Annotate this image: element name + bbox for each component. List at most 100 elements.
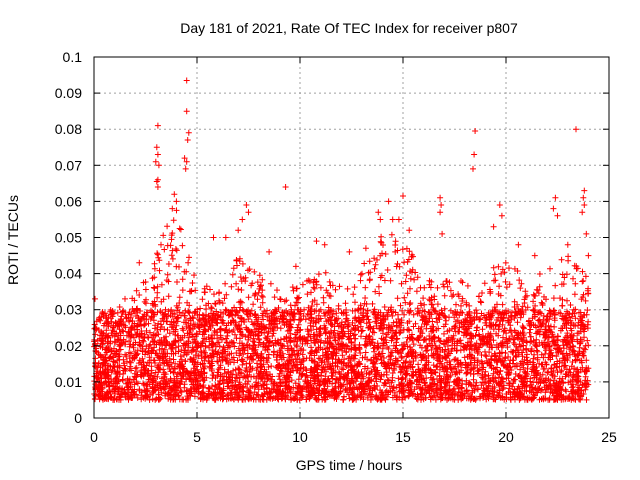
data-point xyxy=(375,343,382,350)
data-point xyxy=(498,374,505,381)
data-point xyxy=(534,348,541,355)
data-point xyxy=(357,271,364,278)
data-point xyxy=(164,223,171,230)
data-point xyxy=(530,355,537,362)
data-point xyxy=(369,329,376,335)
data-point xyxy=(240,308,247,314)
data-point xyxy=(217,325,224,332)
data-point xyxy=(147,329,153,336)
data-point xyxy=(229,271,236,278)
data-point xyxy=(362,349,369,356)
data-point xyxy=(275,373,282,380)
data-point xyxy=(571,291,578,298)
data-point xyxy=(533,343,540,349)
data-point xyxy=(446,279,453,286)
data-point xyxy=(230,367,237,374)
data-point xyxy=(478,299,485,306)
data-point xyxy=(265,351,272,358)
data-point xyxy=(359,270,365,277)
data-point xyxy=(584,307,591,314)
data-point xyxy=(160,296,167,303)
data-point xyxy=(248,356,255,363)
data-point xyxy=(444,359,451,366)
data-point xyxy=(527,384,533,390)
data-point xyxy=(206,338,213,345)
data-point xyxy=(582,297,589,304)
data-point xyxy=(427,297,434,304)
data-point xyxy=(421,284,428,291)
data-point xyxy=(378,233,385,240)
data-point xyxy=(305,334,311,340)
data-point xyxy=(232,331,238,338)
data-point xyxy=(219,356,226,363)
data-point xyxy=(371,265,378,272)
data-point xyxy=(294,367,301,373)
data-point xyxy=(372,288,379,295)
data-point xyxy=(405,393,412,400)
data-point xyxy=(169,230,176,237)
data-point xyxy=(151,260,158,267)
data-point xyxy=(584,337,591,344)
data-point xyxy=(253,367,260,374)
data-point xyxy=(186,254,192,261)
data-point xyxy=(215,358,222,365)
data-point xyxy=(495,263,502,270)
data-point xyxy=(558,256,565,263)
data-point xyxy=(479,326,486,333)
data-point xyxy=(355,306,362,312)
data-point xyxy=(570,275,576,282)
data-point xyxy=(236,255,243,262)
data-point xyxy=(435,325,442,332)
data-point xyxy=(458,278,464,284)
data-point xyxy=(258,282,264,289)
data-point xyxy=(479,290,485,296)
data-point xyxy=(415,361,422,368)
data-point xyxy=(332,286,339,293)
data-point xyxy=(572,280,579,287)
data-point xyxy=(191,361,198,368)
data-point xyxy=(168,252,175,259)
data-point xyxy=(299,281,306,288)
data-point xyxy=(118,321,125,328)
data-point xyxy=(450,291,457,298)
data-point xyxy=(144,349,151,356)
data-point xyxy=(473,327,480,334)
data-point xyxy=(547,265,553,272)
data-point xyxy=(217,364,223,371)
data-point xyxy=(506,281,513,288)
data-point xyxy=(297,317,304,324)
data-point xyxy=(165,293,172,300)
data-point xyxy=(170,356,177,363)
data-point xyxy=(426,315,433,322)
data-point xyxy=(421,301,428,308)
data-point xyxy=(208,305,215,312)
data-point xyxy=(179,242,186,249)
data-point xyxy=(185,259,192,266)
data-point xyxy=(163,380,170,387)
data-point xyxy=(577,309,584,316)
data-point xyxy=(254,360,260,367)
data-point xyxy=(404,290,411,297)
data-point xyxy=(361,260,368,267)
data-point xyxy=(237,386,244,393)
data-point xyxy=(175,343,182,350)
data-point xyxy=(388,231,395,238)
data-point xyxy=(362,284,369,291)
data-point xyxy=(133,287,140,294)
data-point xyxy=(156,267,163,274)
data-point xyxy=(518,280,525,287)
data-point xyxy=(126,338,133,344)
data-point xyxy=(239,260,246,267)
data-point xyxy=(371,348,378,355)
data-point xyxy=(547,323,554,330)
data-point xyxy=(419,330,426,337)
data-point xyxy=(237,298,244,305)
data-point xyxy=(449,293,455,300)
data-point xyxy=(275,304,282,311)
data-point xyxy=(533,336,540,343)
data-point xyxy=(235,286,242,293)
data-point xyxy=(398,280,405,287)
data-point xyxy=(450,332,457,339)
data-point xyxy=(116,304,123,310)
data-point xyxy=(451,356,458,363)
